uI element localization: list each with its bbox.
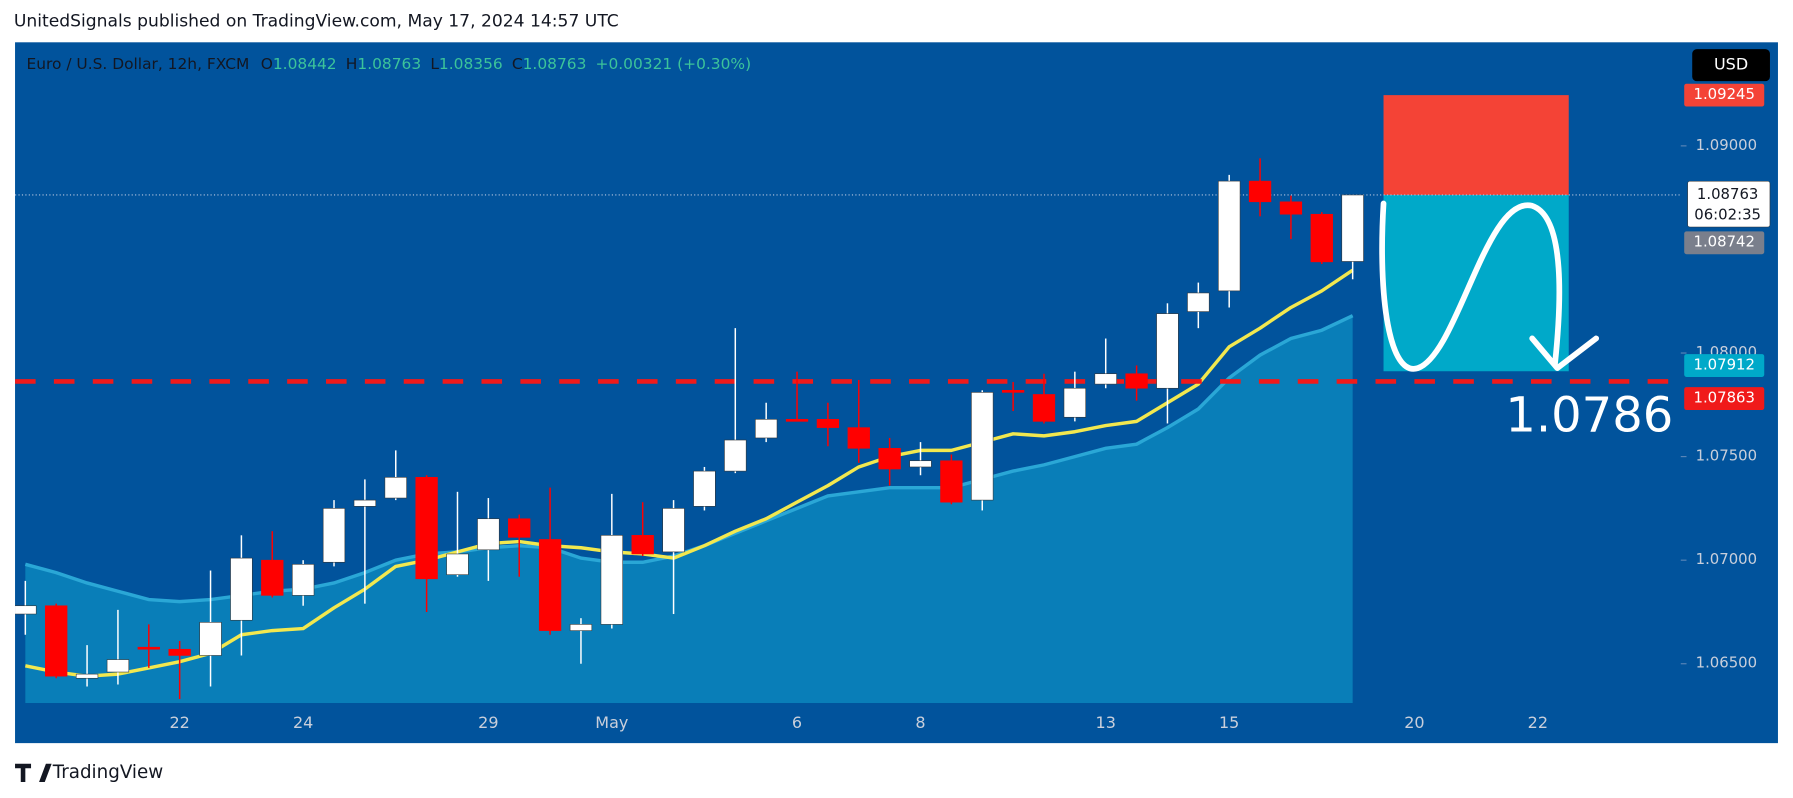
candle-body — [137, 646, 160, 650]
legend-item: +0.00321 (+0.30%) — [596, 55, 752, 73]
candle-body — [1094, 373, 1117, 385]
brand: TradingView — [52, 762, 164, 783]
candle-body — [446, 553, 469, 575]
x-tick-label: 24 — [293, 713, 313, 732]
stop-label: 1.09245 — [1693, 85, 1754, 103]
y-tick-label: 1.07500 — [1696, 447, 1757, 465]
last-price-bg — [1687, 180, 1771, 228]
candle-body — [199, 622, 222, 656]
candle-body — [878, 448, 901, 470]
annotation: 1.0786 — [1505, 387, 1673, 443]
candle-body — [1279, 201, 1303, 215]
level-label-bg — [1684, 387, 1765, 410]
candle-body — [940, 460, 963, 503]
currency-label[interactable]: USD — [1714, 55, 1748, 74]
candle-body — [600, 535, 623, 625]
candle-body — [816, 419, 840, 428]
plot — [15, 95, 1681, 704]
candle-body — [477, 518, 500, 551]
stop-label-bg — [1684, 83, 1765, 107]
candle-body — [261, 559, 284, 596]
x-tick-label: 22 — [169, 713, 189, 732]
candle-body — [291, 564, 315, 596]
candle-body — [971, 392, 994, 501]
candle-body — [631, 535, 654, 555]
currency-button-bg[interactable] — [1692, 49, 1770, 82]
ma-label: 1.08742 — [1693, 233, 1754, 251]
candle-body — [662, 508, 685, 553]
legend-item: O — [261, 55, 273, 73]
candle-body — [785, 419, 809, 422]
candle-body — [1156, 313, 1179, 389]
candle-body — [755, 419, 778, 439]
currency-button[interactable]: USD — [1692, 49, 1770, 82]
y-tick-label: 1.07000 — [1696, 550, 1757, 568]
candle-body — [45, 605, 68, 677]
brand-logo — [15, 763, 52, 782]
target-label: 1.07912 — [1693, 356, 1754, 374]
last-price: 1.08763 — [1697, 185, 1758, 203]
price-axis: 1.065001.070001.075001.080001.090001.092… — [1680, 83, 1771, 672]
candle-body — [1063, 387, 1086, 418]
legend-item: 1.08763 — [523, 55, 587, 73]
x-tick-label: 20 — [1404, 713, 1424, 732]
candle-body — [1218, 180, 1241, 292]
band-area — [25, 315, 1353, 704]
candle-body — [353, 499, 377, 507]
candle-body — [230, 557, 253, 621]
x-tick-label: 29 — [478, 713, 498, 732]
x-tick-label: 8 — [915, 713, 925, 732]
candle-body — [1187, 292, 1210, 312]
legend: Euro / U.S. Dollar, 12h, FXCM O1.08442 H1.… — [26, 55, 751, 73]
candle-body — [322, 508, 346, 563]
legend-item: 1.08763 — [357, 55, 421, 73]
candle-body — [508, 518, 531, 538]
x-tick-label: 22 — [1528, 713, 1548, 732]
candle-body — [384, 477, 407, 499]
candle-body — [1248, 180, 1272, 203]
candle-body — [15, 605, 37, 615]
byline: UnitedSignals published on TradingView.c… — [14, 12, 619, 32]
candle-body — [1001, 390, 1025, 393]
stop-zone — [1383, 95, 1569, 195]
countdown: 06:02:35 — [1694, 206, 1761, 224]
moving-average — [24, 268, 1354, 678]
legend-item: C — [512, 55, 523, 73]
candle-body — [693, 470, 716, 507]
candle-body — [847, 427, 870, 449]
legend-item: Euro / U.S. Dollar, 12h, FXCM — [26, 55, 249, 73]
x-tick-label: 13 — [1096, 713, 1116, 732]
drawn-arrow — [1379, 200, 1600, 372]
candle-body — [106, 659, 130, 673]
legend-item: 1.08356 — [439, 55, 503, 73]
candle-body — [569, 624, 593, 631]
ma-label-bg — [1684, 231, 1765, 255]
candle-body — [909, 460, 932, 468]
candle-body — [1310, 213, 1333, 263]
candle-body — [538, 539, 562, 631]
target-label-bg — [1684, 354, 1765, 377]
candle-body — [168, 648, 191, 656]
x-tick-label: May — [595, 713, 628, 732]
y-tick-label: 1.09000 — [1696, 136, 1757, 154]
legend-item: L — [430, 55, 439, 73]
candle-body — [1341, 194, 1364, 262]
candle-body — [724, 439, 747, 472]
y-tick-label: 1.06500 — [1696, 654, 1757, 672]
candle-body — [75, 673, 99, 679]
candle-body — [415, 477, 438, 580]
legend-item: H — [346, 55, 358, 73]
candle-body — [1125, 373, 1148, 389]
legend-item: 1.08442 — [273, 55, 337, 73]
x-tick-label: 6 — [792, 713, 802, 732]
x-tick-label: 15 — [1219, 713, 1239, 732]
candle-body — [1032, 394, 1056, 422]
level-label: 1.07863 — [1693, 389, 1754, 407]
